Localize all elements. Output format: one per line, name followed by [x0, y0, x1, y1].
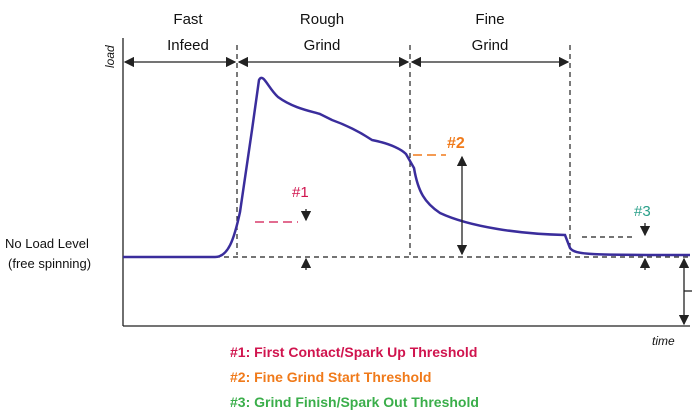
x-label: time — [652, 334, 675, 348]
threshold-3: #3 — [582, 203, 651, 270]
phase-label: Fine — [475, 11, 504, 28]
no-load-label: (free spinning) — [8, 256, 91, 271]
y-label: load — [103, 45, 117, 68]
marker-label: #3 — [634, 203, 651, 220]
load-curve — [123, 76, 691, 259]
phase-label: Infeed — [167, 37, 209, 54]
phase-label: Rough — [300, 11, 344, 28]
threshold-2: #2 — [413, 135, 468, 256]
threshold-1: #1 — [255, 184, 312, 270]
legend-item: #2: Fine Grind Start Threshold — [230, 369, 431, 385]
phase-dividers — [123, 45, 571, 255]
legend-item: #3: Grind Finish/Spark Out Threshold — [230, 394, 479, 410]
no-load-label: No Load Level — [5, 236, 89, 251]
phase-label: Grind — [472, 37, 509, 54]
phase-label: Grind — [304, 37, 341, 54]
legend-item: #1: First Contact/Spark Up Threshold — [230, 344, 477, 360]
marker-label: #1 — [292, 184, 309, 201]
phase-label: Fast — [173, 11, 203, 28]
phase-labels: Fast Infeed Rough Grind Fine Grind — [167, 11, 508, 54]
axes — [122, 38, 690, 327]
marker-label: #2 — [447, 135, 465, 152]
